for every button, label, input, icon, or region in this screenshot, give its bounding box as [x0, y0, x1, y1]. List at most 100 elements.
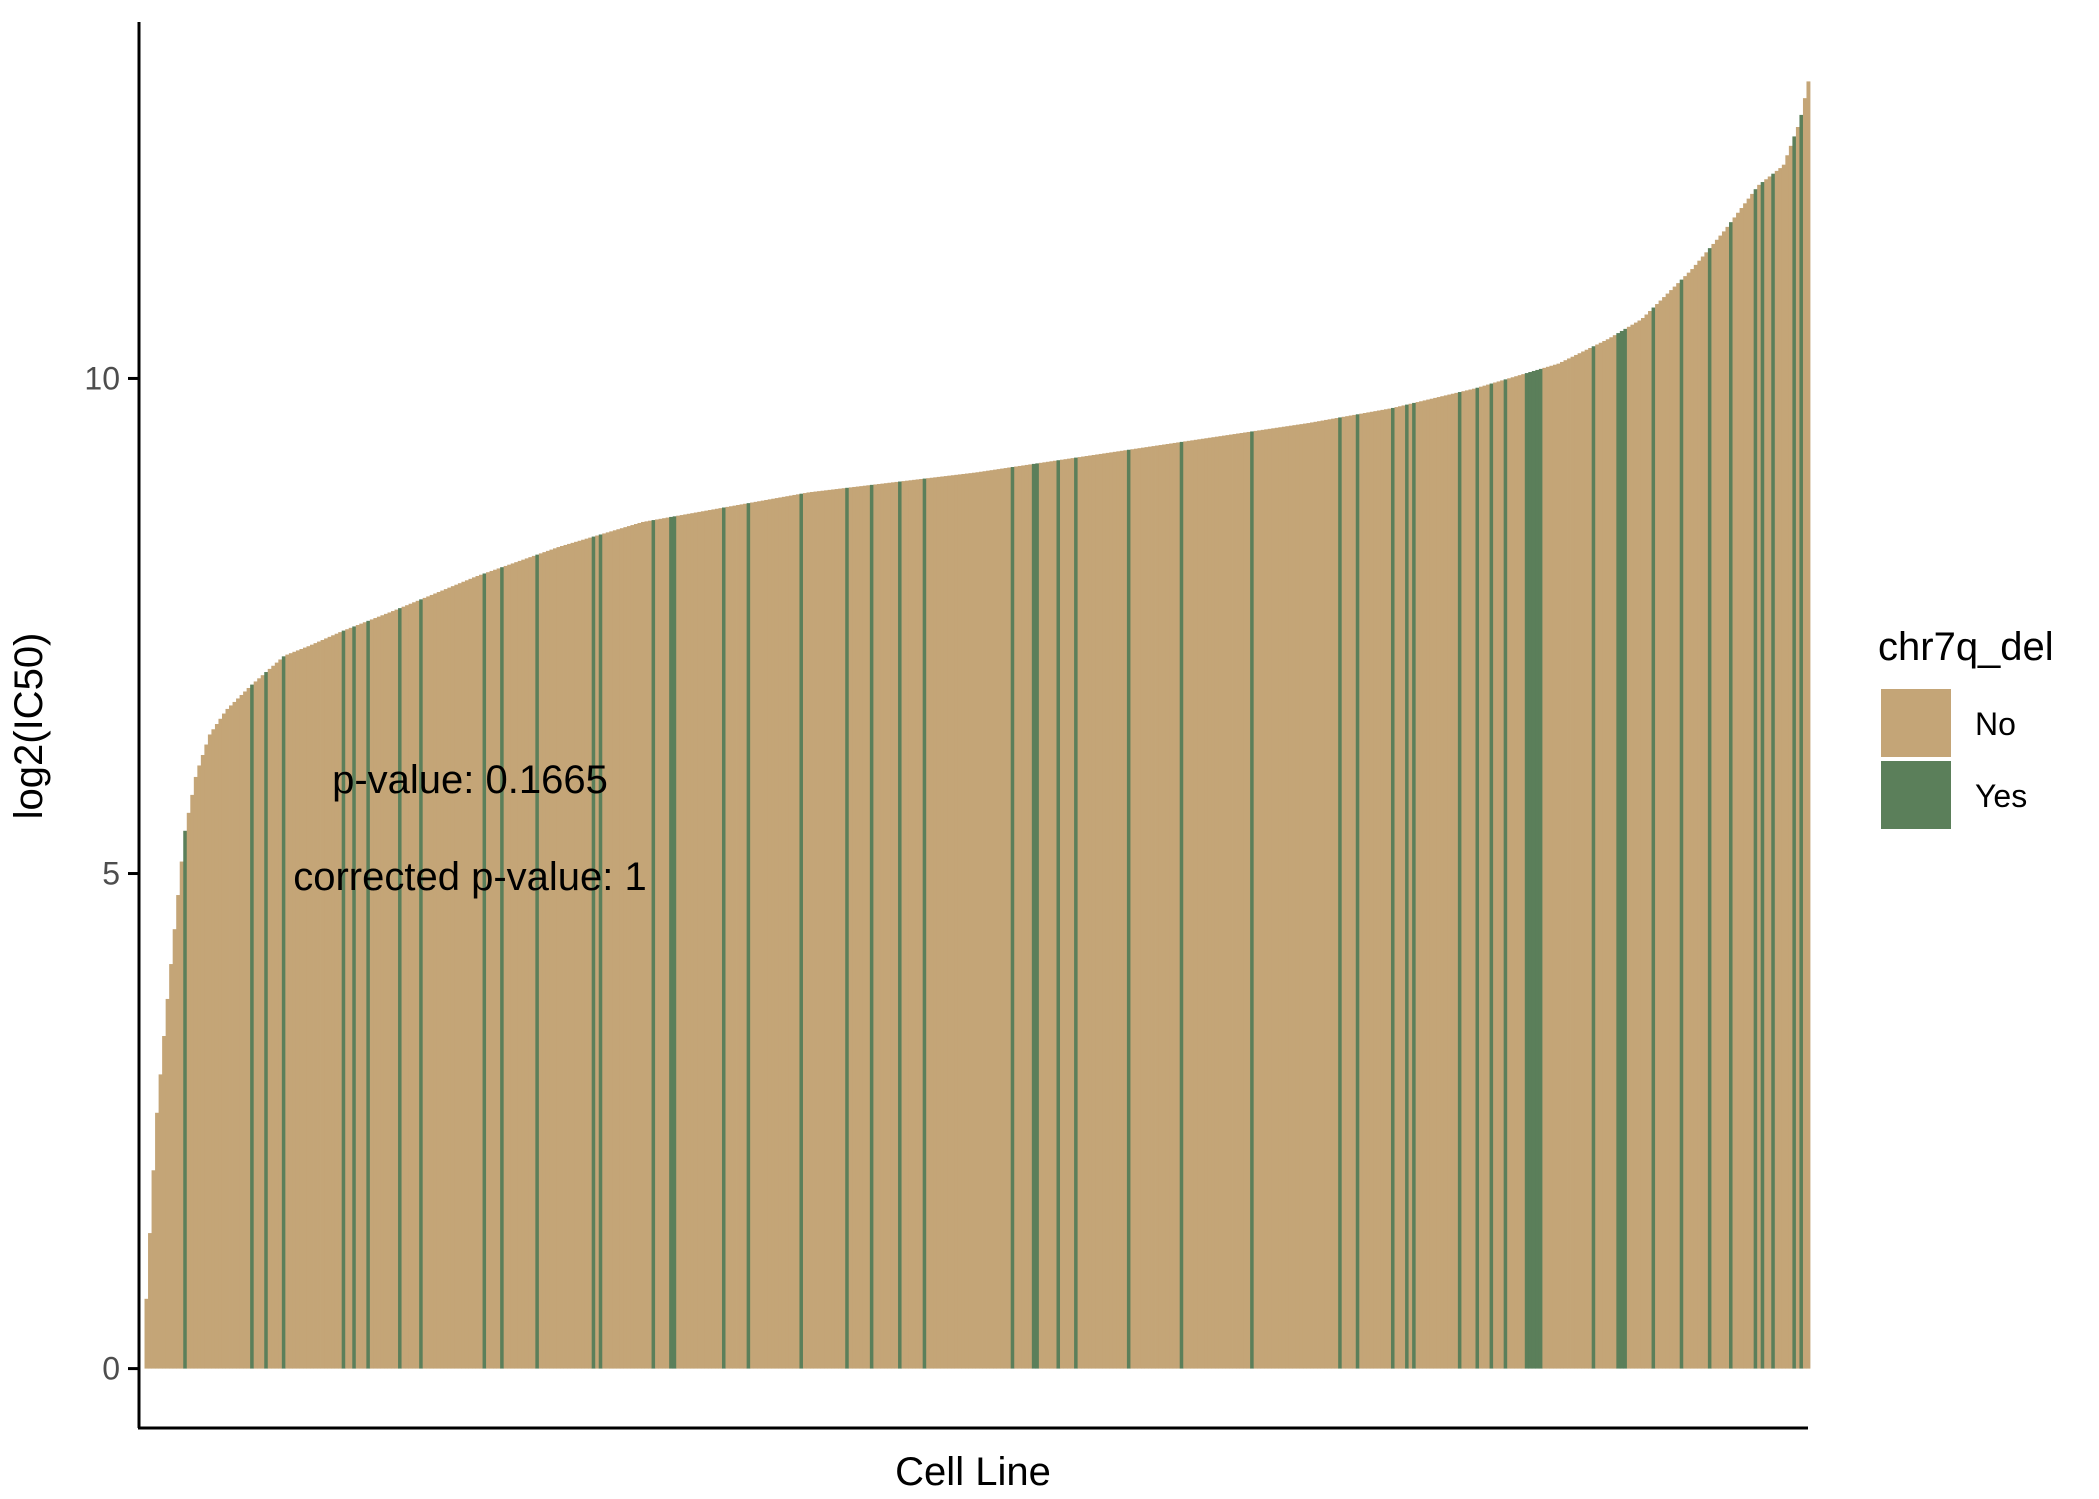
bar-no: [947, 475, 952, 1369]
bar-no: [961, 473, 966, 1369]
bar-no: [1014, 466, 1019, 1369]
bar-yes: [1799, 114, 1804, 1369]
bar-no: [788, 495, 793, 1369]
bar-no: [320, 639, 325, 1369]
bar-no: [236, 698, 240, 1369]
bar-no: [1243, 432, 1248, 1369]
bar-no: [1281, 426, 1286, 1369]
bar-yes: [250, 684, 255, 1369]
bar-no: [616, 529, 621, 1369]
bar-no: [817, 491, 821, 1369]
bar-no: [1278, 427, 1283, 1369]
bar-no: [1743, 203, 1748, 1369]
bar-no: [1151, 446, 1156, 1369]
bar-no: [919, 479, 924, 1369]
bar-no: [595, 535, 600, 1369]
bar-no: [1447, 394, 1452, 1369]
bar-no: [1471, 388, 1476, 1369]
bar-no: [743, 503, 748, 1369]
bar-no: [144, 1298, 149, 1369]
bar-no: [1721, 231, 1726, 1369]
bar-no: [1609, 337, 1614, 1369]
bar-no: [619, 528, 624, 1369]
bar-no: [1302, 423, 1307, 1369]
bar-no: [207, 734, 212, 1369]
bar-no: [866, 485, 871, 1369]
bar-no: [450, 586, 455, 1369]
bar-no: [1003, 468, 1008, 1369]
bar-no: [1324, 419, 1329, 1369]
bar-yes: [1355, 414, 1360, 1369]
bar-no: [338, 632, 343, 1369]
bar-no: [1567, 358, 1571, 1369]
bar-no: [528, 557, 533, 1369]
bar-no: [436, 592, 441, 1369]
legend-label-yes: Yes: [1975, 778, 2027, 814]
bar-no: [1257, 430, 1262, 1369]
bar-no: [982, 471, 987, 1369]
bar-yes: [1616, 333, 1621, 1369]
bar-no: [912, 479, 917, 1369]
bar-no: [1655, 304, 1659, 1369]
bar-yes: [1056, 460, 1061, 1369]
bar-no: [760, 500, 765, 1369]
bar-no: [1383, 409, 1388, 1369]
bar-no: [1207, 437, 1212, 1369]
bar-no: [549, 549, 554, 1369]
bar-no: [288, 653, 293, 1369]
bar-no: [1545, 366, 1550, 1369]
bar-no: [570, 542, 575, 1369]
bar-no: [514, 562, 519, 1369]
bar-no: [1560, 361, 1564, 1369]
bar-no: [1436, 397, 1441, 1369]
bar-no: [1292, 425, 1297, 1369]
bar-no: [1693, 264, 1698, 1369]
bar-no: [1221, 435, 1226, 1369]
bar-no: [214, 724, 219, 1369]
bar-no: [1704, 252, 1709, 1369]
bar-no: [524, 558, 529, 1369]
bar-no: [510, 563, 515, 1369]
bar-no: [246, 687, 251, 1369]
bar-no: [1045, 461, 1050, 1369]
bar-yes: [1503, 379, 1508, 1369]
bar-no: [464, 580, 469, 1369]
bar-no: [179, 861, 184, 1369]
bar-no: [1348, 415, 1353, 1369]
bar-no: [225, 708, 230, 1369]
bar-no: [1211, 437, 1216, 1369]
bar-no: [1598, 342, 1603, 1369]
bar-no: [1517, 375, 1522, 1369]
bar-no: [1676, 283, 1681, 1369]
bar-yes: [591, 536, 596, 1369]
bar-no: [387, 612, 392, 1369]
bar-no: [521, 559, 526, 1369]
bar-no: [1514, 376, 1519, 1369]
y-axis-title: log2(IC50): [7, 633, 51, 820]
bar-no: [1785, 155, 1790, 1369]
bar-yes: [898, 481, 902, 1369]
corrected-p-value-annotation: corrected p-value: 1: [293, 855, 647, 899]
bar-no: [1133, 448, 1138, 1369]
bar-no: [1225, 435, 1230, 1369]
bar-no: [1246, 431, 1251, 1369]
bar-no: [806, 492, 811, 1369]
bar-yes: [1623, 328, 1628, 1369]
bar-no: [1172, 442, 1177, 1369]
bar-no: [310, 644, 314, 1369]
bar-no: [503, 565, 508, 1369]
bar-no: [820, 490, 825, 1369]
bar-yes: [1651, 307, 1656, 1369]
bar-no: [1581, 351, 1586, 1369]
bar-no: [1700, 256, 1705, 1369]
bar-no: [538, 553, 543, 1369]
bar-no: [1352, 414, 1357, 1369]
bar-no: [1711, 243, 1716, 1369]
bar-no: [1197, 439, 1202, 1369]
bar-no: [306, 646, 311, 1369]
bar-no: [1588, 347, 1593, 1369]
bar-no: [1320, 420, 1325, 1369]
bar-no: [1021, 465, 1026, 1369]
bar-no: [1267, 428, 1272, 1369]
bar-no: [1095, 454, 1100, 1369]
